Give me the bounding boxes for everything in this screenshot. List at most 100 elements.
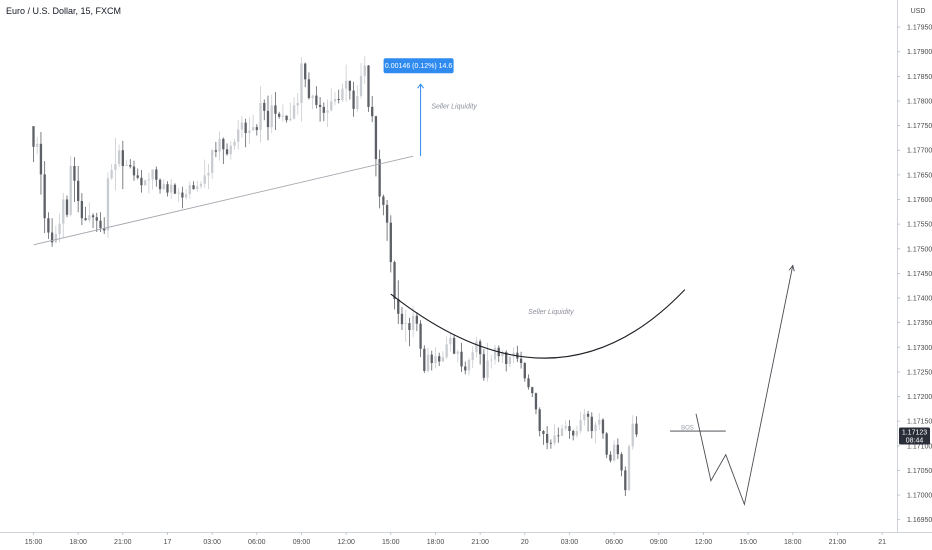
candle: [95, 212, 98, 233]
candle-body: [449, 337, 452, 345]
candle-body: [605, 433, 608, 455]
price-tick-label: 1.17200: [907, 394, 932, 401]
candle: [605, 432, 608, 459]
candle-body: [322, 106, 325, 113]
candle: [467, 358, 471, 376]
chart-title: Euro / U.S. Dollar, 15, FXCM: [6, 6, 121, 16]
candle: [248, 117, 251, 145]
candle: [508, 355, 512, 367]
candle-body: [147, 179, 151, 181]
candle-body: [69, 166, 72, 215]
candle: [519, 351, 523, 369]
candle: [214, 141, 218, 158]
candle: [438, 352, 441, 366]
candle-body: [508, 356, 512, 365]
candle: [144, 179, 147, 186]
candle: [192, 181, 195, 190]
projection-arrowhead: [788, 264, 795, 272]
seller-liquidity-label: Seller Liquidity: [431, 103, 477, 110]
candle: [136, 168, 139, 180]
candle-body: [367, 65, 370, 107]
candle-body: [505, 352, 508, 365]
candle: [311, 94, 314, 110]
candle-body: [39, 143, 43, 175]
candle: [289, 102, 292, 122]
candle-body: [397, 299, 400, 314]
candle: [635, 416, 638, 437]
candle-body: [601, 419, 605, 434]
candle: [564, 420, 567, 431]
candle: [47, 212, 50, 239]
candle: [490, 354, 493, 369]
candle-body: [218, 138, 221, 152]
candle: [315, 86, 318, 109]
candle-body: [248, 130, 251, 133]
candle-body: [341, 88, 344, 100]
time-tick-label: 06:00: [605, 539, 623, 546]
candle: [296, 93, 299, 115]
candle-body: [426, 354, 430, 371]
candle: [590, 412, 593, 439]
candle: [408, 317, 411, 347]
candle-body: [464, 366, 467, 371]
candle: [572, 429, 575, 441]
candle-body: [95, 217, 98, 221]
candle-body: [616, 444, 620, 455]
candle-body: [575, 431, 579, 436]
candle: [616, 438, 620, 460]
candle: [464, 361, 467, 375]
candle: [620, 452, 623, 477]
candle-body: [144, 180, 147, 186]
price-tick-label: 1.17100: [907, 443, 932, 450]
candle: [39, 132, 43, 195]
candle: [501, 349, 504, 364]
candle: [445, 336, 448, 360]
price-tick-label: 1.17800: [907, 98, 932, 105]
candle-body: [50, 232, 54, 243]
candle: [125, 159, 128, 167]
candle: [237, 120, 240, 150]
candle-body: [434, 356, 437, 364]
candle-body: [568, 426, 571, 432]
price-tick-label: 1.17950: [907, 25, 932, 32]
candle-body: [210, 150, 214, 173]
candle: [631, 415, 634, 450]
candle: [553, 424, 556, 446]
candle-body: [490, 359, 493, 361]
candle-body: [348, 80, 352, 91]
candle-body: [624, 470, 627, 491]
candle: [482, 349, 486, 381]
candle-body: [430, 354, 433, 364]
measure-label-box: [383, 58, 454, 74]
time-tick-label: 21: [878, 539, 886, 546]
candle: [527, 374, 530, 390]
time-axis[interactable]: 15:00 18:00 21:00 17 03:00 06:00 09:00 12:00 15:…: [25, 532, 886, 546]
candle-body: [214, 150, 218, 152]
candle-body: [337, 99, 340, 100]
measure-tool: 0.00146 (0.12%) 14.6: [383, 58, 454, 157]
candle-body: [240, 122, 244, 130]
price-axis[interactable]: 1.17950 1.17900 1.17850 1.17800 1.17750 1.177…: [897, 25, 932, 525]
candle: [400, 306, 404, 331]
candle-body: [527, 378, 530, 388]
candle: [277, 111, 281, 119]
candle-body: [88, 215, 91, 221]
candle-body: [289, 118, 292, 121]
candle-body: [114, 164, 117, 170]
candle: [601, 418, 605, 439]
time-tick-label: 15:00: [382, 539, 400, 546]
candle: [356, 85, 359, 112]
candle-body: [117, 150, 121, 165]
candle-body: [478, 341, 482, 355]
candle: [627, 444, 631, 492]
candle: [222, 137, 225, 165]
candle: [140, 169, 143, 193]
candle-body: [389, 222, 392, 263]
candle-body: [166, 184, 169, 193]
measure-label: 0.00146 (0.12%) 14.6: [385, 63, 452, 70]
candle-body: [627, 446, 631, 491]
candle-body: [441, 357, 445, 362]
candle: [538, 407, 541, 437]
price-tick-label: 1.17300: [907, 345, 932, 352]
